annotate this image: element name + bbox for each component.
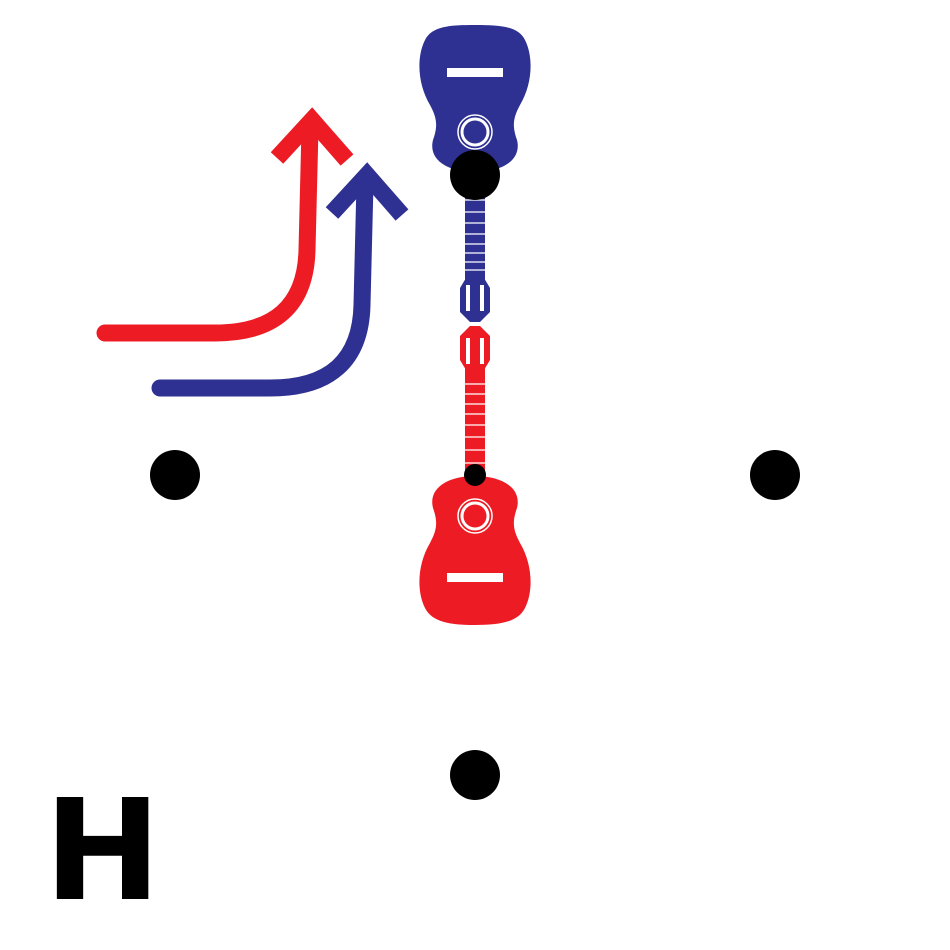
blue-arrow-shaft bbox=[151, 174, 374, 397]
red-guitar-body bbox=[419, 476, 531, 625]
blue-guitar-neck bbox=[465, 185, 485, 280]
red-guitar-frets bbox=[465, 383, 485, 464]
red-guitar-bridge bbox=[447, 573, 503, 582]
red-guitar-soundhole-ring bbox=[457, 498, 493, 534]
red-guitar-neck bbox=[465, 368, 485, 480]
marker-south bbox=[450, 750, 500, 800]
panel-label: H bbox=[44, 770, 162, 933]
red-guitar bbox=[419, 326, 531, 625]
red-guitar-headstock bbox=[460, 326, 490, 370]
red-arrow-shaft bbox=[96, 119, 319, 342]
blue-guitar-headstock bbox=[460, 278, 490, 322]
red-guitar-soundhole bbox=[460, 501, 490, 531]
red-turn-arrow bbox=[96, 107, 354, 342]
blue-guitar-bridge bbox=[447, 68, 503, 77]
blue-turn-arrow bbox=[151, 162, 409, 397]
blue-guitar-body bbox=[419, 25, 531, 172]
marker-west bbox=[150, 450, 200, 500]
red-guitar-tuners bbox=[466, 338, 484, 364]
red-arrow-head bbox=[270, 107, 354, 166]
blue-guitar-soundhole bbox=[460, 117, 490, 147]
blue-arrow-head bbox=[325, 162, 409, 221]
marker-north bbox=[450, 150, 500, 200]
blue-guitar-soundhole-ring bbox=[457, 114, 493, 150]
marker-east bbox=[750, 450, 800, 500]
marker-center bbox=[464, 464, 486, 486]
blue-guitar-tuners bbox=[466, 285, 484, 311]
